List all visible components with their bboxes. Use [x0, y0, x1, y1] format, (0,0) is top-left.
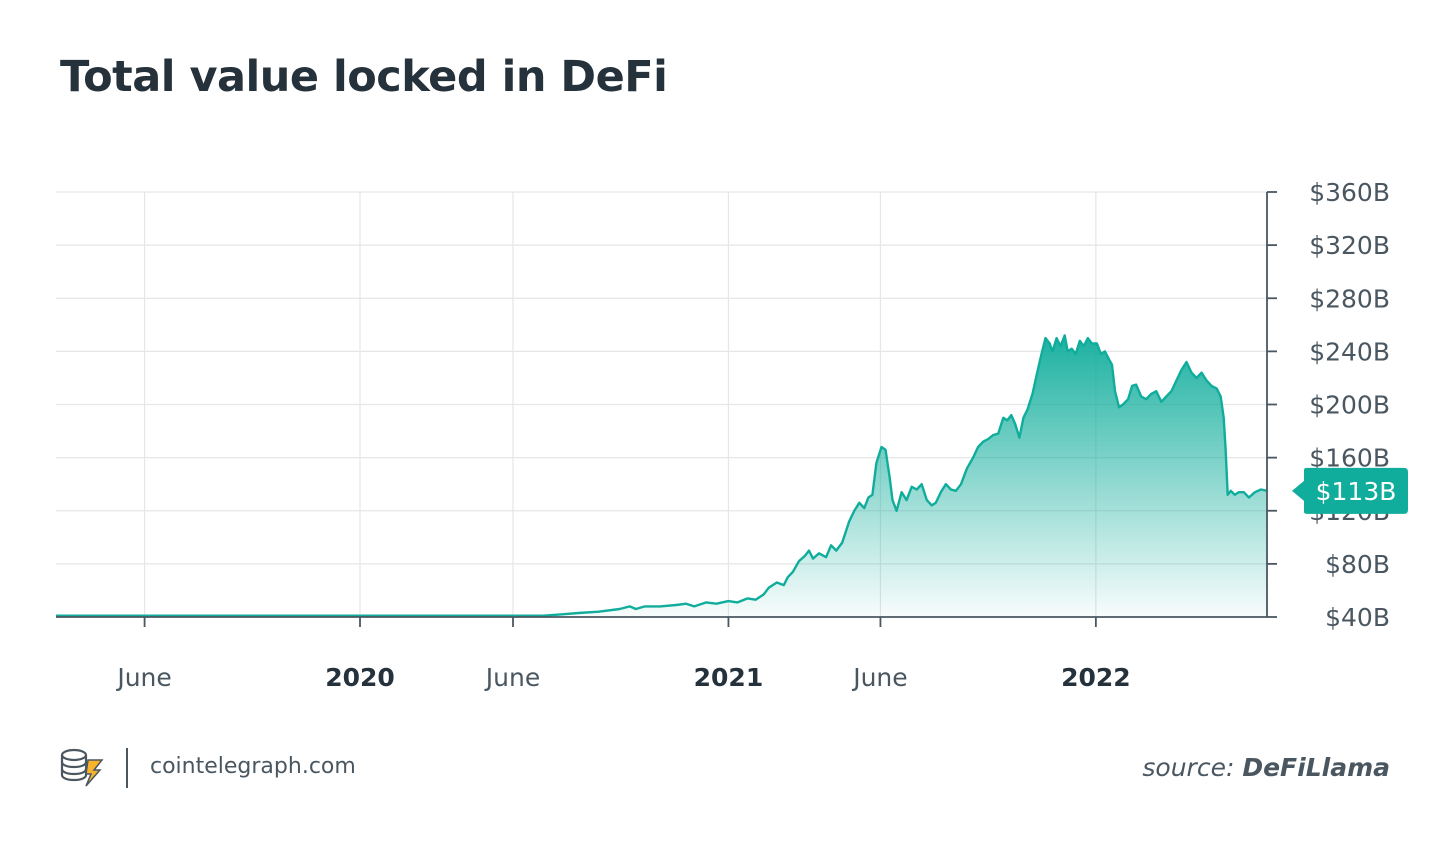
- current-value-label: $113B: [1316, 477, 1397, 506]
- current-value-badge: [1292, 467, 1408, 514]
- x-tick-label: 2022: [1061, 663, 1131, 692]
- y-tick-label: $280B: [1309, 284, 1390, 313]
- y-tick-label: $320B: [1309, 231, 1390, 260]
- tvl-series-line: [56, 334, 1268, 617]
- grid-lines: [56, 191, 1267, 617]
- x-tick-label: 2020: [325, 663, 395, 692]
- x-tick-label: June: [484, 663, 540, 692]
- footer-brand[interactable]: cointelegraph.com: [150, 754, 356, 779]
- y-tick-label: $40B: [1325, 603, 1390, 632]
- y-tick-label: $160B: [1309, 444, 1390, 473]
- y-tick-label: $200B: [1309, 391, 1390, 420]
- x-tick-label: 2021: [694, 663, 764, 692]
- source-prefix: source:: [1142, 753, 1235, 782]
- footer-source: source: DeFiLlama: [1142, 753, 1390, 782]
- x-tick-label: June: [115, 663, 171, 692]
- footer-divider: [126, 748, 128, 788]
- axes: [56, 191, 1277, 627]
- current-value-badge-group: $113B: [1292, 467, 1408, 514]
- y-tick-label: $240B: [1309, 337, 1390, 366]
- cointelegraph-logo-icon: [58, 746, 104, 793]
- chart-title: Total value locked in DeFi: [60, 52, 668, 102]
- area-series: [56, 334, 1268, 617]
- source-name[interactable]: DeFiLlama: [1242, 753, 1390, 782]
- tvl-area-fill: [56, 335, 1267, 617]
- y-tick-label: $80B: [1325, 550, 1390, 579]
- x-tick-label: June: [851, 663, 907, 692]
- y-tick-label: $360B: [1309, 178, 1390, 207]
- tick-labels: $40B$80B$120B$160B$200B$240B$280B$320B$3…: [115, 178, 1390, 692]
